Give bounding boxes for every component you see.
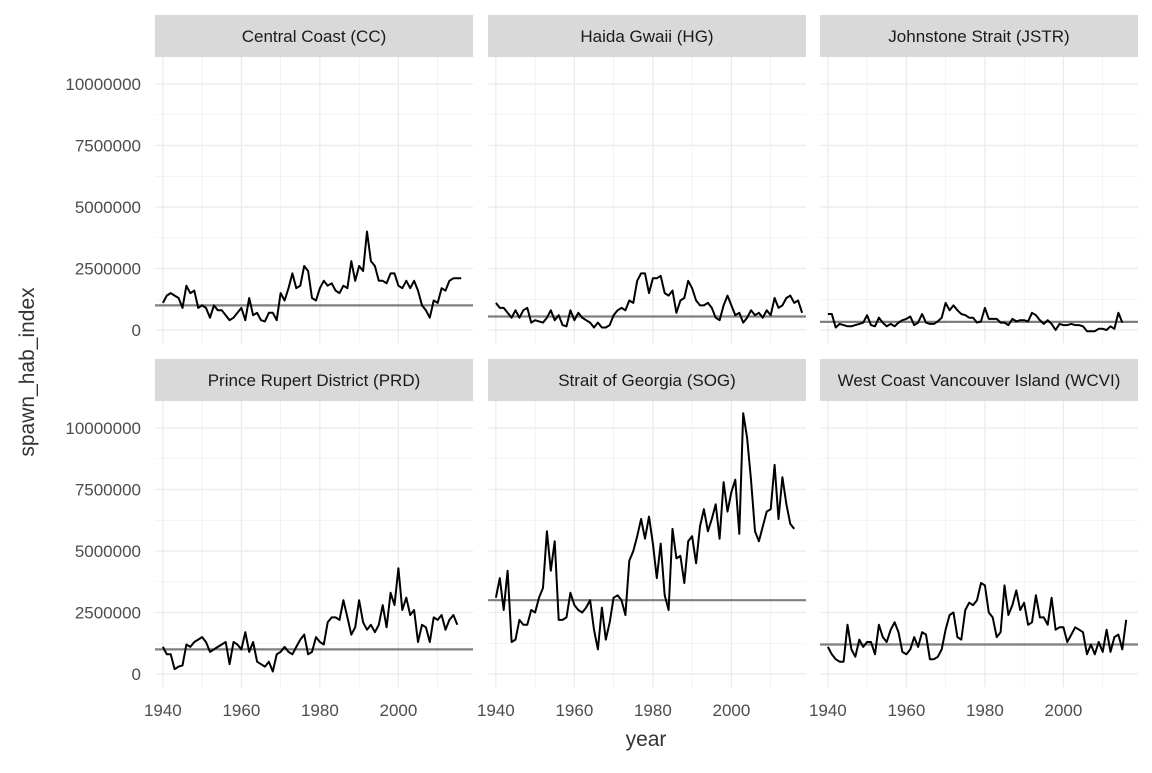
facet-panel: Johnstone Strait (JSTR) [820,15,1138,343]
series-line [162,230,462,323]
x-tick-label: 1940 [809,701,847,720]
facet-panel: Haida Gwaii (HG) [488,15,806,343]
x-tick-label: 1960 [222,701,260,720]
y-tick-label: 0 [132,321,141,340]
y-tick-label: 7500000 [75,481,141,500]
facet-strip-label: Central Coast (CC) [242,27,387,46]
x-tick-label: 1960 [555,701,593,720]
facet-strip-label: Haida Gwaii (HG) [580,27,713,46]
y-axis-title: spawn_hab_index [16,287,39,457]
x-tick-label: 1980 [634,701,672,720]
x-tick-label: 1940 [477,701,515,720]
series-line [827,582,1128,663]
x-tick-label: 1940 [144,701,182,720]
facet-panel: West Coast Vancouver Island (WCVI) 1940 19… [809,359,1138,720]
x-tick-label: 1980 [966,701,1004,720]
series-line [162,567,459,673]
x-axis-title: year [626,728,667,751]
x-tick-label: 1960 [887,701,925,720]
facet-panel: Strait of Georgia (SOG) 1940 1960 1980 2000 [477,359,806,720]
facet-strip [820,359,1138,401]
series-line [495,272,804,329]
y-tick-label: 2500000 [75,260,141,279]
x-tick-label: 2000 [1044,701,1082,720]
series-line [827,301,1124,333]
facet-strip [488,15,806,57]
y-tick-label: 10000000 [65,419,141,438]
facet-strip [155,359,473,401]
x-tick-label: 1980 [301,701,339,720]
facet-panel: Central Coast (CC) 0 2500000 5000000 7500000… [65,15,473,343]
facet-panel: Prince Rupert District (PRD) 0 2500000 5000… [65,359,473,720]
series-line [494,412,795,651]
facet-strip-label: Strait of Georgia (SOG) [558,371,736,390]
facet-strip [155,15,473,57]
y-tick-label: 5000000 [75,542,141,561]
facet-strip-label: Johnstone Strait (JSTR) [888,27,1069,46]
y-tick-label: 0 [132,665,141,684]
y-tick-label: 2500000 [75,604,141,623]
facet-strip-label: Prince Rupert District (PRD) [208,371,421,390]
x-tick-label: 2000 [712,701,750,720]
x-tick-label: 2000 [379,701,417,720]
y-tick-label: 5000000 [75,198,141,217]
facet-strip [488,359,806,401]
y-tick-label: 10000000 [65,75,141,94]
facet-strip-label: West Coast Vancouver Island (WCVI) [838,371,1121,390]
y-tick-label: 7500000 [75,137,141,156]
facet-strip [820,15,1138,57]
